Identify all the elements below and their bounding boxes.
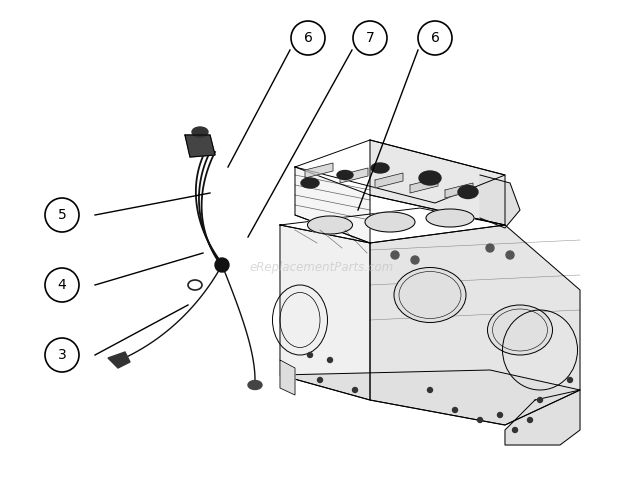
Ellipse shape — [248, 381, 262, 390]
Ellipse shape — [426, 209, 474, 227]
Circle shape — [291, 21, 325, 55]
Polygon shape — [280, 225, 370, 400]
Polygon shape — [280, 370, 580, 425]
Polygon shape — [280, 208, 505, 243]
Circle shape — [453, 408, 457, 412]
Circle shape — [45, 268, 79, 302]
Ellipse shape — [458, 185, 478, 199]
Ellipse shape — [365, 212, 415, 232]
Text: 6: 6 — [303, 31, 312, 45]
Ellipse shape — [419, 171, 441, 185]
Polygon shape — [375, 173, 403, 188]
Circle shape — [527, 417, 533, 422]
Polygon shape — [185, 135, 215, 157]
Polygon shape — [480, 175, 520, 228]
Ellipse shape — [394, 268, 466, 323]
Ellipse shape — [307, 216, 352, 234]
Circle shape — [328, 357, 332, 362]
Circle shape — [506, 251, 514, 259]
Circle shape — [513, 427, 518, 432]
Ellipse shape — [301, 178, 319, 188]
Polygon shape — [370, 140, 505, 225]
Polygon shape — [295, 140, 505, 203]
Circle shape — [353, 21, 387, 55]
Polygon shape — [108, 352, 130, 368]
Polygon shape — [410, 178, 438, 193]
Ellipse shape — [371, 163, 389, 173]
Circle shape — [352, 388, 357, 393]
Ellipse shape — [337, 170, 353, 179]
Ellipse shape — [488, 305, 553, 355]
Text: eReplacementParts.com: eReplacementParts.com — [250, 262, 394, 275]
Polygon shape — [295, 167, 370, 243]
Circle shape — [411, 256, 419, 264]
Circle shape — [45, 338, 79, 372]
Text: 7: 7 — [366, 31, 374, 45]
Text: 5: 5 — [57, 208, 66, 222]
Circle shape — [477, 417, 482, 422]
Ellipse shape — [192, 127, 208, 137]
Circle shape — [317, 377, 323, 383]
Circle shape — [498, 412, 502, 417]
Text: 3: 3 — [57, 348, 66, 362]
Circle shape — [215, 258, 229, 272]
Polygon shape — [505, 390, 580, 445]
Circle shape — [307, 352, 312, 357]
Text: 4: 4 — [57, 278, 66, 292]
Circle shape — [567, 377, 573, 383]
Polygon shape — [305, 163, 333, 178]
Text: 6: 6 — [431, 31, 439, 45]
Circle shape — [45, 198, 79, 232]
Circle shape — [486, 244, 494, 252]
Circle shape — [428, 388, 433, 393]
Polygon shape — [445, 183, 473, 198]
Circle shape — [418, 21, 452, 55]
Circle shape — [538, 398, 542, 403]
Polygon shape — [370, 225, 580, 425]
Circle shape — [391, 251, 399, 259]
Polygon shape — [340, 168, 368, 183]
Polygon shape — [280, 360, 295, 395]
